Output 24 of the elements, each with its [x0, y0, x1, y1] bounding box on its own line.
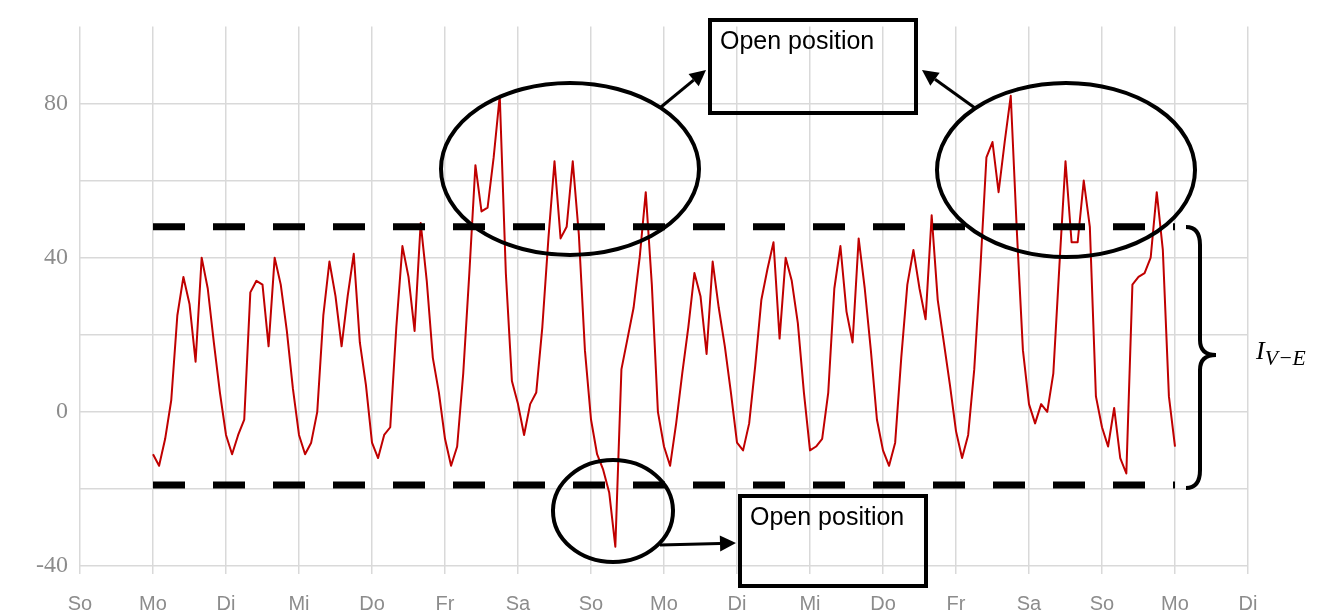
x-tick-label: Fr [946, 591, 966, 614]
x-tick-label: Di [727, 591, 747, 614]
text: I$_{V−E}$ [1256, 336, 1306, 372]
x-tick-label: Mo [139, 591, 167, 614]
y-tick-label: 40 [44, 242, 68, 269]
x-tick-label: Do [870, 591, 896, 614]
x-tick-label: Do [359, 591, 385, 614]
y-tick-label: 0 [56, 397, 68, 424]
y-tick-label: -40 [36, 551, 68, 578]
x-tick-label: So [578, 591, 604, 614]
x-tick-label: Di [216, 591, 236, 614]
y-tick-label: 80 [44, 88, 68, 115]
x-tick-label: Sa [505, 591, 532, 614]
x-tick-label: Di [1238, 591, 1258, 614]
annotation: Open position [708, 18, 918, 115]
x-tick-label: Mi [288, 591, 310, 614]
x-tick-label: Sa [1016, 591, 1043, 614]
x-tick-label: So [67, 591, 93, 614]
x-tick-label: Mi [799, 591, 821, 614]
x-tick-label: Fr [435, 591, 455, 614]
x-tick-label: Mo [1161, 591, 1189, 614]
x-tick-label: Mo [650, 591, 678, 614]
x-tick-label: So [1089, 591, 1115, 614]
annotation: Open position [738, 494, 928, 588]
